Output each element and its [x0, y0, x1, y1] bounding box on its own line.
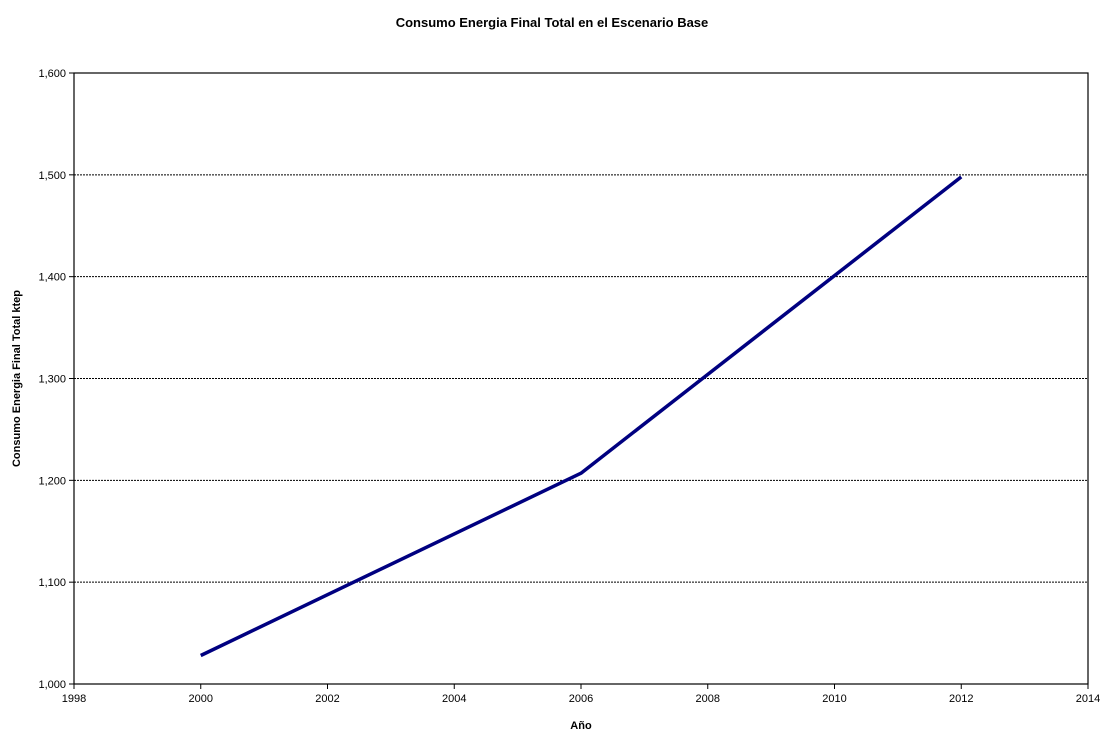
y-tick-label: 1,500 — [38, 170, 66, 182]
y-tick-label: 1,200 — [38, 475, 66, 487]
y-tick-label: 1,300 — [38, 374, 66, 386]
x-axis-label: Año — [570, 720, 592, 731]
series-line — [199, 175, 963, 658]
x-tick-label: 2010 — [822, 693, 846, 705]
x-tick-label: 1998 — [62, 693, 86, 705]
y-tick-label: 1,100 — [38, 577, 66, 589]
x-tick-label: 2008 — [696, 693, 720, 705]
y-axis-label: Consumo Energia Final Total ktep — [11, 290, 23, 467]
x-tick-label: 2004 — [442, 693, 466, 705]
x-tick-label: 2000 — [189, 693, 213, 705]
chart-title: Consumo Energia Final Total en el Escena… — [395, 15, 709, 30]
y-tick-label: 1,000 — [38, 679, 66, 691]
x-tick-label: 2006 — [569, 693, 593, 705]
x-tick-label: 2012 — [949, 693, 973, 705]
x-tick-label: 2014 — [1076, 693, 1100, 705]
y-tick-label: 1,400 — [38, 272, 66, 284]
y-tick-label: 1,600 — [38, 68, 66, 80]
x-tick-label: 2002 — [315, 693, 339, 705]
